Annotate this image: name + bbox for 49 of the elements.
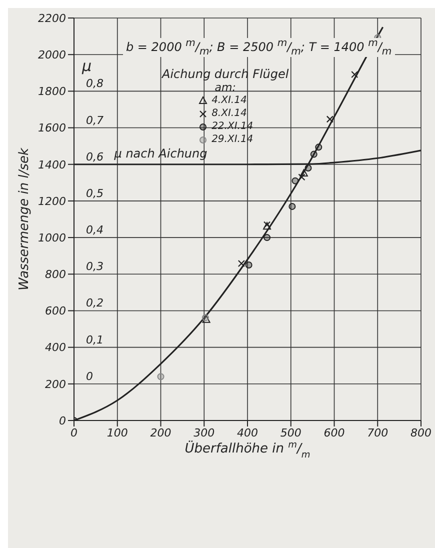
point	[288, 202, 296, 210]
point	[310, 150, 318, 158]
point	[304, 164, 312, 172]
y2-tick-label: 0	[86, 370, 93, 383]
point	[245, 261, 252, 268]
y-tick-label: 1400	[38, 158, 66, 172]
y-tick-label: 1000	[38, 231, 66, 244]
y2-tick-label: 0,8	[86, 77, 104, 90]
point	[315, 144, 322, 151]
y2-tick-label: 0,6	[86, 150, 104, 164]
legend-label: 4.XI.14	[212, 94, 247, 107]
point	[238, 260, 245, 268]
y-tick-label: 1600	[38, 122, 66, 135]
x-tick-label: 200	[150, 426, 172, 440]
point	[292, 177, 299, 184]
y2-tick-label: 0,5	[86, 186, 104, 200]
x-tick-label: 0	[70, 426, 78, 440]
x-tick-label: 500	[280, 426, 302, 440]
x-tick-label: 700	[367, 426, 388, 440]
y2-axis-title: μ	[81, 57, 92, 76]
y-tick-label: 1800	[38, 85, 66, 98]
x-tick-label: 800	[410, 426, 432, 440]
y2-tick-label: 0,4	[86, 224, 104, 237]
point	[264, 234, 271, 242]
y-tick-label: 200	[45, 378, 66, 391]
y-tick-label: 800	[45, 268, 66, 282]
x-tick-label: 100	[106, 426, 128, 440]
y-tick-label: 0	[59, 414, 66, 428]
y-tick-label: 2000	[38, 48, 66, 62]
y-tick-label: 400	[45, 341, 66, 354]
point	[351, 70, 358, 78]
x-tick-label: 400	[237, 426, 258, 440]
y2-tick-label: 0,3	[86, 260, 104, 274]
x-tick-label: 300	[194, 426, 215, 440]
y2-tick-label: 0,1	[86, 333, 104, 346]
y2-tick-label: 0,7	[86, 114, 104, 127]
point	[300, 169, 308, 177]
point	[326, 116, 334, 123]
y-tick-label: 600	[45, 304, 66, 318]
y-tick-label: 2200	[38, 12, 66, 25]
y-axis-title: Wassermenge in l/sek	[17, 148, 32, 291]
y-tick-label: 1200	[38, 194, 66, 208]
x-axis-title: Überfallhöhe in $^{m}$/$_{m}$	[184, 440, 310, 460]
x-tick-label: 600	[324, 426, 345, 440]
text: b = 2000 $^{m}$/$_{m}$; B = 2500 $^{m}$/$_{m}$; T = 1400 $^{m}$/$_{m}$	[126, 38, 392, 58]
y2-tick-label: 0,2	[86, 296, 104, 310]
legend-label: 8.XI.14	[212, 107, 247, 120]
point	[157, 373, 164, 380]
point	[298, 174, 306, 181]
